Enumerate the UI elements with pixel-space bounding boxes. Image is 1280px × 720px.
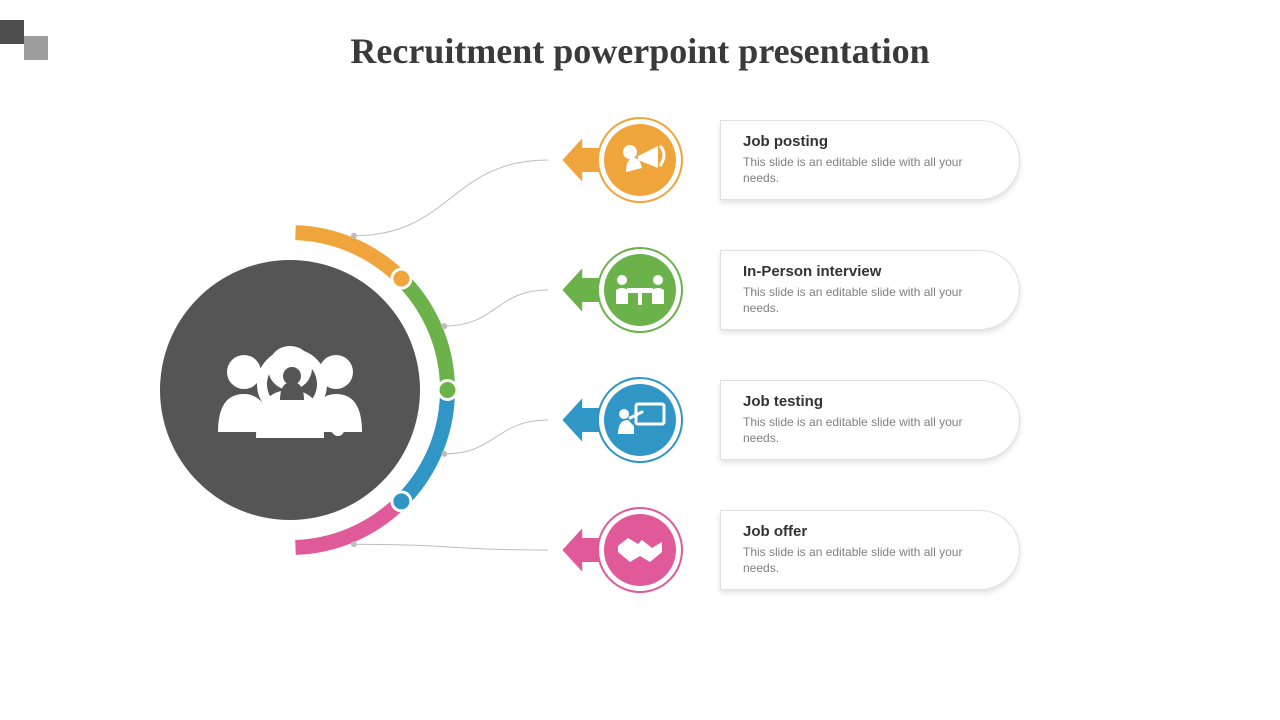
connector-line [354, 160, 548, 236]
arc-dot [440, 382, 456, 398]
step-desc: This slide is an editable slide with all… [743, 284, 997, 316]
step-pill: Job testing This slide is an editable sli… [720, 380, 1020, 460]
arc-dot [393, 493, 409, 509]
step-arrow [562, 398, 602, 441]
connector-line [354, 544, 548, 550]
step-title: Job offer [743, 523, 997, 540]
step-desc: This slide is an editable slide with all… [743, 154, 997, 186]
step-desc: This slide is an editable slide with all… [743, 544, 997, 576]
step-arrow [562, 268, 602, 311]
diagram-stage: Job posting This slide is an editable sli… [0, 110, 1280, 710]
step-desc: This slide is an editable slide with all… [743, 414, 997, 446]
step-pill: Job posting This slide is an editable sli… [720, 120, 1020, 200]
step-arrow [562, 528, 602, 571]
step-pill: In-Person interview This slide is an edit… [720, 250, 1020, 330]
diagram-svg [0, 110, 1280, 710]
step-pill: Job offer This slide is an editable slide… [720, 510, 1020, 590]
step-title: Job testing [743, 393, 997, 410]
slide-title: Recruitment powerpoint presentation [0, 30, 1280, 72]
arc-dot [393, 271, 409, 287]
connector-line [444, 290, 548, 326]
connector-line [444, 420, 548, 454]
step-title: Job posting [743, 133, 997, 150]
step-title: In-Person interview [743, 263, 997, 280]
step-arrow [562, 138, 602, 181]
